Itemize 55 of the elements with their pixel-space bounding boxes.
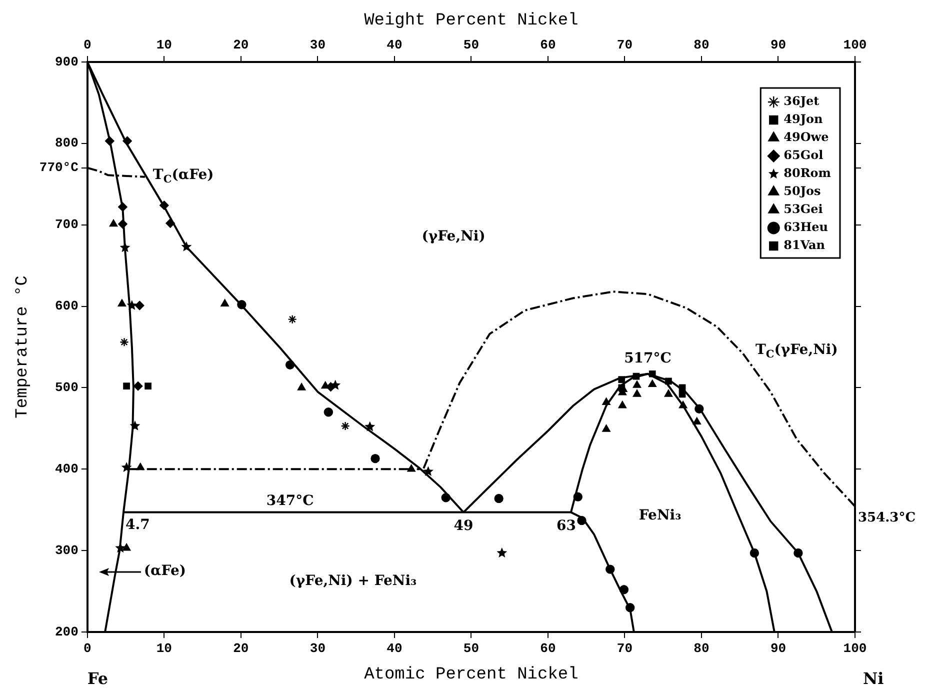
legend-label: 36Jet <box>784 94 820 108</box>
y-tick-label: 800 <box>55 136 79 151</box>
legend-label: 53Gei <box>784 202 824 216</box>
x-tick-label: 90 <box>770 641 786 656</box>
x2-tick-label: 30 <box>310 37 326 52</box>
legend-label: 49Jon <box>784 112 824 126</box>
y-tick-label: 300 <box>55 542 79 558</box>
text: Ni <box>863 669 884 688</box>
annotation: (γFe,Ni) + FeNi₃ <box>289 572 417 589</box>
text: Fe <box>87 669 108 688</box>
x-tick-label: 50 <box>463 641 480 656</box>
x2-tick-label: 80 <box>694 37 710 52</box>
x-tick-label: 0 <box>84 641 92 656</box>
y-tick-label: 700 <box>55 217 79 232</box>
annotation: 49 <box>454 518 474 534</box>
annotation: FeNi₃ <box>638 507 682 524</box>
x-tick-label: 80 <box>694 641 710 656</box>
x-tick-label: 40 <box>386 641 402 656</box>
x2-tick-label: 10 <box>156 37 172 52</box>
legend-label: 63Heu <box>784 220 828 234</box>
y-tick-label: 500 <box>55 380 79 395</box>
y-tick-label: 200 <box>55 624 79 640</box>
x2-tick-label: 50 <box>463 37 480 52</box>
x2-axis-title: Weight Percent Nickel <box>364 12 578 31</box>
annotation: (γFe,Ni) <box>422 228 486 245</box>
legend-label: 50Jos <box>784 184 822 198</box>
x-tick-label: 100 <box>843 641 867 656</box>
annotation: (αFe) <box>144 563 186 580</box>
x2-tick-label: 70 <box>616 37 633 52</box>
x2-tick-label: 0 <box>84 37 92 52</box>
x-axis-title: Atomic Percent Nickel <box>364 665 578 684</box>
x2-tick-label: 100 <box>843 37 867 52</box>
annotation: 63 <box>556 518 576 534</box>
y-axis-title: Temperature °C <box>14 276 33 418</box>
annotation: 354.3°C <box>858 510 916 526</box>
x2-tick-label: 20 <box>233 37 249 52</box>
x-tick-label: 20 <box>233 641 249 656</box>
y-tick-label: 400 <box>55 461 79 476</box>
x-tick-label: 70 <box>616 641 633 656</box>
x2-tick-label: 60 <box>540 37 556 52</box>
legend-label: 81Van <box>784 238 826 252</box>
legend-label: 80Rom <box>784 166 832 180</box>
x2-tick-label: 40 <box>386 37 402 52</box>
annotation: 517°C <box>624 350 672 367</box>
y-tick-label: 600 <box>55 298 79 314</box>
x-tick-label: 60 <box>540 641 556 656</box>
legend-label: 49Owe <box>784 130 830 144</box>
annotation: 4.7 <box>125 516 150 533</box>
y-tick-label: 770°C <box>39 160 79 176</box>
x2-tick-label: 90 <box>770 37 786 52</box>
annotation: 347°C <box>266 492 314 509</box>
x-tick-label: 30 <box>310 641 326 656</box>
x-tick-label: 10 <box>156 641 172 656</box>
legend-label: 65Gol <box>784 148 824 162</box>
y-tick-label: 900 <box>55 54 79 70</box>
